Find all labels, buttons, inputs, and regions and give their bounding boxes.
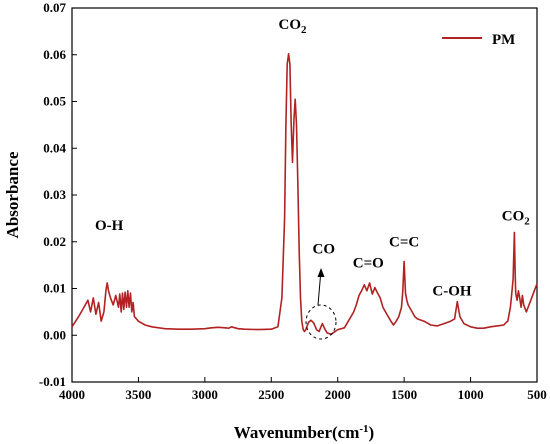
y-axis: -0.01 0.00 0.01 0.02 0.03 0.04 0.05 0.06 0.07 (39, 0, 77, 389)
x-axis-title: Wavenumber(cm-1) (234, 423, 374, 442)
x-tick-label: 2500 (258, 387, 284, 402)
y-tick-label: 0.02 (43, 234, 66, 249)
x-axis: 4000 3500 3000 2500 2000 1500 1000 500 (59, 377, 547, 402)
x-tick-label: 4000 (59, 387, 85, 402)
series-layer (71, 53, 538, 336)
legend: PM (442, 32, 515, 48)
y-tick-label: 0.04 (43, 140, 66, 155)
x-tick-label: 3500 (125, 387, 151, 402)
peak-annotation: C=O (353, 255, 384, 271)
peak-annotation: CO2 (279, 17, 308, 36)
peak-annotation: C-OH (432, 284, 471, 300)
x-tick-label: 3000 (192, 387, 218, 402)
y-tick-label: 0.00 (43, 327, 66, 342)
y-tick-label: 0.03 (43, 187, 66, 202)
x-tick-label: 500 (527, 387, 547, 402)
co-highlight-ellipse (305, 304, 337, 340)
annotation-layer: O-H CO2 CO C=O C=C C-OH CO2 (95, 17, 530, 299)
peak-annotation: CO (313, 241, 336, 257)
peak-annotation: C=C (389, 234, 419, 250)
series-line-pm (71, 53, 538, 336)
y-tick-label: 0.06 (43, 47, 66, 62)
peak-annotation: CO2 (502, 209, 531, 228)
y-tick-label: -0.01 (39, 374, 66, 389)
co-arrow-head (317, 268, 325, 277)
x-tick-label: 1500 (391, 387, 417, 402)
x-tick-label: 1000 (458, 387, 484, 402)
y-tick-label: 0.07 (43, 0, 66, 15)
y-tick-label: 0.05 (43, 94, 66, 109)
y-axis-title: Absorbance (3, 151, 22, 238)
x-tick-label: 2000 (325, 387, 351, 402)
legend-label-pm: PM (492, 32, 515, 48)
peak-annotation: O-H (95, 218, 124, 234)
y-tick-label: 0.01 (43, 281, 66, 296)
